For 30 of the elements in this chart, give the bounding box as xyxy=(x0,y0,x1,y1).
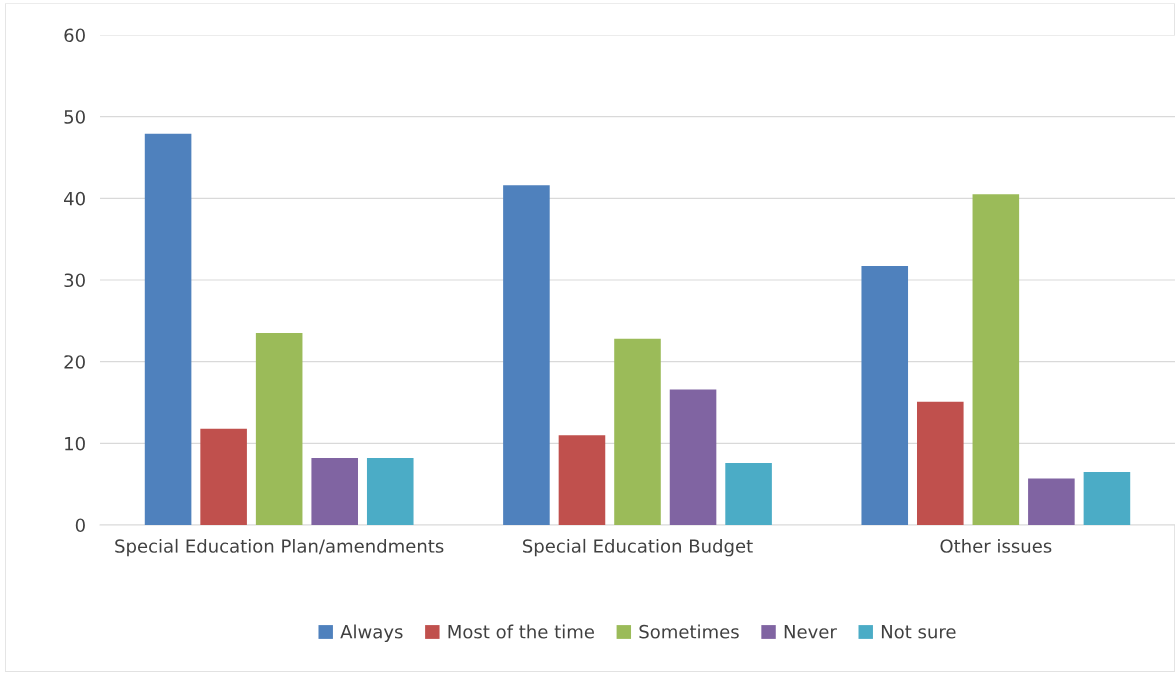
y-tick-label: 50 xyxy=(64,110,85,124)
legend-label: Most of the time xyxy=(448,624,594,639)
bar xyxy=(366,458,414,525)
bar xyxy=(558,435,606,525)
bar xyxy=(1028,478,1075,525)
bar xyxy=(725,462,772,525)
bar xyxy=(311,458,358,525)
y-tick-label: 20 xyxy=(64,355,85,369)
legend-label: Sometimes xyxy=(639,624,739,639)
x-tick-label: Other issues xyxy=(940,538,1052,553)
legend-label: Never xyxy=(784,625,837,639)
y-tick-label: 30 xyxy=(64,273,85,288)
bar xyxy=(1083,471,1131,525)
bar xyxy=(255,333,303,525)
bar xyxy=(614,338,661,525)
bar xyxy=(917,401,964,525)
y-tick-label: 10 xyxy=(65,436,85,451)
bar xyxy=(669,389,717,525)
y-tick-label: 60 xyxy=(64,28,85,43)
y-tick-label: 40 xyxy=(64,191,85,206)
x-tick-label: Special Education Budget xyxy=(523,538,753,557)
bar xyxy=(144,133,192,525)
y-tick-label: 0 xyxy=(75,518,85,533)
x-tick-label: Special Education Plan/amendments xyxy=(115,538,444,557)
legend-label: Not sure xyxy=(881,625,956,639)
bar xyxy=(861,266,909,525)
bar xyxy=(503,185,550,525)
bar xyxy=(200,428,247,525)
bar xyxy=(972,194,1020,525)
legend-label: Always xyxy=(340,624,403,643)
